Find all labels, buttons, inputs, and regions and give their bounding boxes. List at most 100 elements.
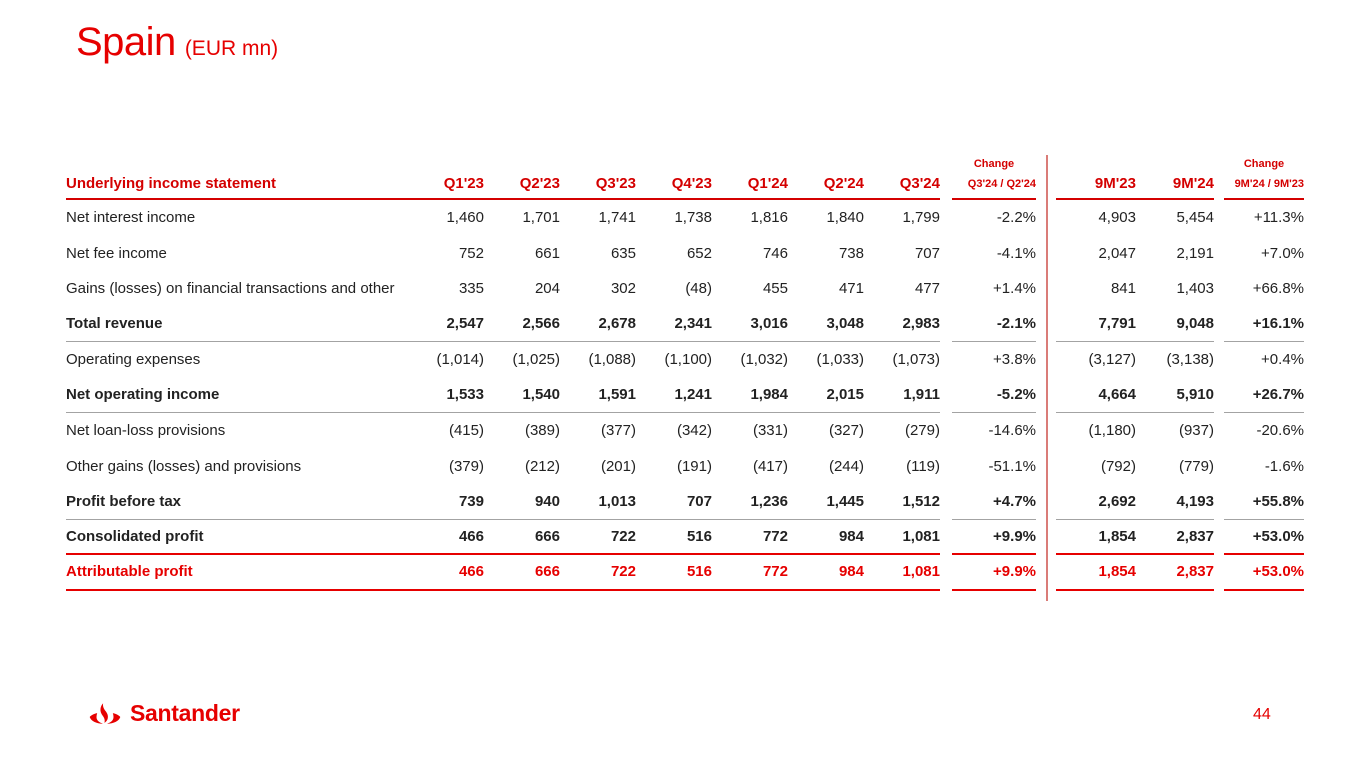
cell-q6: 1,911 — [864, 378, 940, 413]
cell-q5: (244) — [828, 457, 864, 475]
cell-q4: 1,236 — [712, 484, 788, 520]
column-header-quarter-1: Q2'23 — [484, 173, 560, 200]
cell-change-q: -4.1% — [996, 244, 1036, 262]
cell-9m0: 1,854 — [1056, 520, 1136, 555]
row-spacer — [940, 378, 952, 414]
cell-change-q: -14.6% — [988, 422, 1036, 440]
cell-q3: 707 — [636, 484, 712, 520]
cell-q5: 2,015 — [788, 378, 864, 413]
cell-change-9m: +53.0% — [1224, 555, 1304, 591]
page-title: Spain (EUR mn) — [76, 20, 278, 65]
row-spacer — [1214, 555, 1224, 591]
cell-q5: (1,033) — [816, 351, 864, 369]
cell-q6: 2,983 — [864, 307, 940, 342]
page-title-main: Spain — [76, 20, 176, 64]
cell-q4: (331) — [752, 422, 788, 440]
cell-q5: 1,840 — [826, 209, 864, 227]
row-spacer — [1214, 307, 1224, 343]
header-spacer — [1056, 155, 1224, 173]
column-header-9m-1: 9M'24 — [1136, 173, 1214, 200]
cell-change-q: -2.1% — [952, 307, 1036, 342]
cell-change-9m: +11.3% — [1253, 209, 1304, 227]
row-spacer — [940, 271, 952, 307]
cell-q4: 455 — [762, 280, 788, 298]
cell-q6: 1,081 — [864, 555, 940, 591]
table-row-10: Attributable profit 466 666 722 516 772 984 1,0… — [66, 555, 1304, 591]
cell-q4: 772 — [712, 520, 788, 555]
row-spacer — [940, 307, 952, 343]
cell-q6: 1,799 — [902, 209, 940, 227]
cell-q0: 752 — [458, 244, 484, 262]
cell-9m0: 4,903 — [1098, 209, 1136, 227]
cell-change-9m: +7.0% — [1261, 244, 1304, 262]
cell-q3: 516 — [636, 555, 712, 591]
column-header-change-9m: 9M'24 / 9M'23 — [1224, 173, 1304, 200]
column-header-quarter-6: Q3'24 — [864, 173, 940, 200]
row-label: Operating expenses — [66, 351, 201, 369]
cell-9m0: 2,047 — [1098, 244, 1136, 262]
row-label: Other gains (losses) and provisions — [66, 457, 302, 475]
cell-q1: 661 — [534, 244, 560, 262]
header-spacer — [1214, 173, 1224, 200]
row-label: Attributable profit — [66, 555, 408, 591]
cell-9m1: 2,837 — [1136, 520, 1214, 555]
cell-change-q: -2.2% — [996, 209, 1036, 227]
cell-change-9m: +53.0% — [1224, 520, 1304, 555]
cell-change-q: -51.1% — [988, 457, 1036, 475]
cell-q3: (191) — [676, 457, 712, 475]
table-header-change-line: Change Change — [66, 155, 1304, 173]
cell-change-9m: -20.6% — [1256, 422, 1304, 440]
cell-9m1: 1,403 — [1176, 280, 1214, 298]
cell-q0: 739 — [408, 484, 484, 520]
cell-q2: 1,013 — [560, 484, 636, 520]
cell-q5: 738 — [838, 244, 864, 262]
cell-q2: 1,741 — [598, 209, 636, 227]
cell-q5: (327) — [828, 422, 864, 440]
cell-q1: 940 — [484, 484, 560, 520]
table-row-6: Net loan-loss provisions (415) (389) (377) (… — [66, 413, 1304, 449]
header-spacer — [940, 155, 952, 173]
cell-q6: 1,081 — [864, 520, 940, 555]
row-label: Profit before tax — [66, 484, 408, 520]
cell-9m0: 841 — [1110, 280, 1136, 298]
row-spacer — [940, 555, 952, 591]
row-label: Net fee income — [66, 244, 167, 262]
table-row-2: Gains (losses) on financial transactions… — [66, 271, 1304, 307]
row-spacer — [1214, 342, 1224, 378]
cell-q1: (1,025) — [512, 351, 560, 369]
cell-q3: 516 — [636, 520, 712, 555]
cell-q3: 652 — [686, 244, 712, 262]
cell-q3: (48) — [685, 280, 712, 298]
cell-change-9m: +0.4% — [1261, 351, 1304, 369]
table-row-3: Total revenue 2,547 2,566 2,678 2,341 3,016 3,… — [66, 307, 1304, 343]
cell-q0: 335 — [458, 280, 484, 298]
cell-change-9m: +66.8% — [1252, 280, 1304, 298]
cell-change-q: +1.4% — [993, 280, 1036, 298]
cell-q6: 477 — [914, 280, 940, 298]
cell-q0: 466 — [408, 520, 484, 555]
cell-9m1: (779) — [1178, 457, 1214, 475]
cell-q0: (1,014) — [436, 351, 484, 369]
row-label: Consolidated profit — [66, 520, 408, 555]
cell-q2: (377) — [600, 422, 636, 440]
cell-q0: 466 — [408, 555, 484, 591]
cell-9m1: 2,837 — [1136, 555, 1214, 591]
page-number: 44 — [1253, 706, 1271, 723]
cell-q3: (342) — [676, 422, 712, 440]
column-header-quarter-4: Q1'24 — [712, 173, 788, 200]
cell-q2: 2,678 — [560, 307, 636, 342]
santander-logo: Santander — [88, 700, 240, 727]
row-label: Net interest income — [66, 209, 196, 227]
change-9m-title: Change — [1243, 158, 1285, 170]
cell-q6: (1,073) — [892, 351, 940, 369]
cell-9m0: 2,692 — [1056, 484, 1136, 520]
column-header-quarter-2: Q3'23 — [560, 173, 636, 200]
cell-q0: 1,460 — [446, 209, 484, 227]
cell-q2: 722 — [560, 555, 636, 591]
cell-q1: 666 — [484, 555, 560, 591]
cell-q1: (212) — [524, 457, 560, 475]
row-spacer — [940, 342, 952, 378]
cell-change-9m: +16.1% — [1224, 307, 1304, 342]
row-spacer — [1214, 413, 1224, 449]
